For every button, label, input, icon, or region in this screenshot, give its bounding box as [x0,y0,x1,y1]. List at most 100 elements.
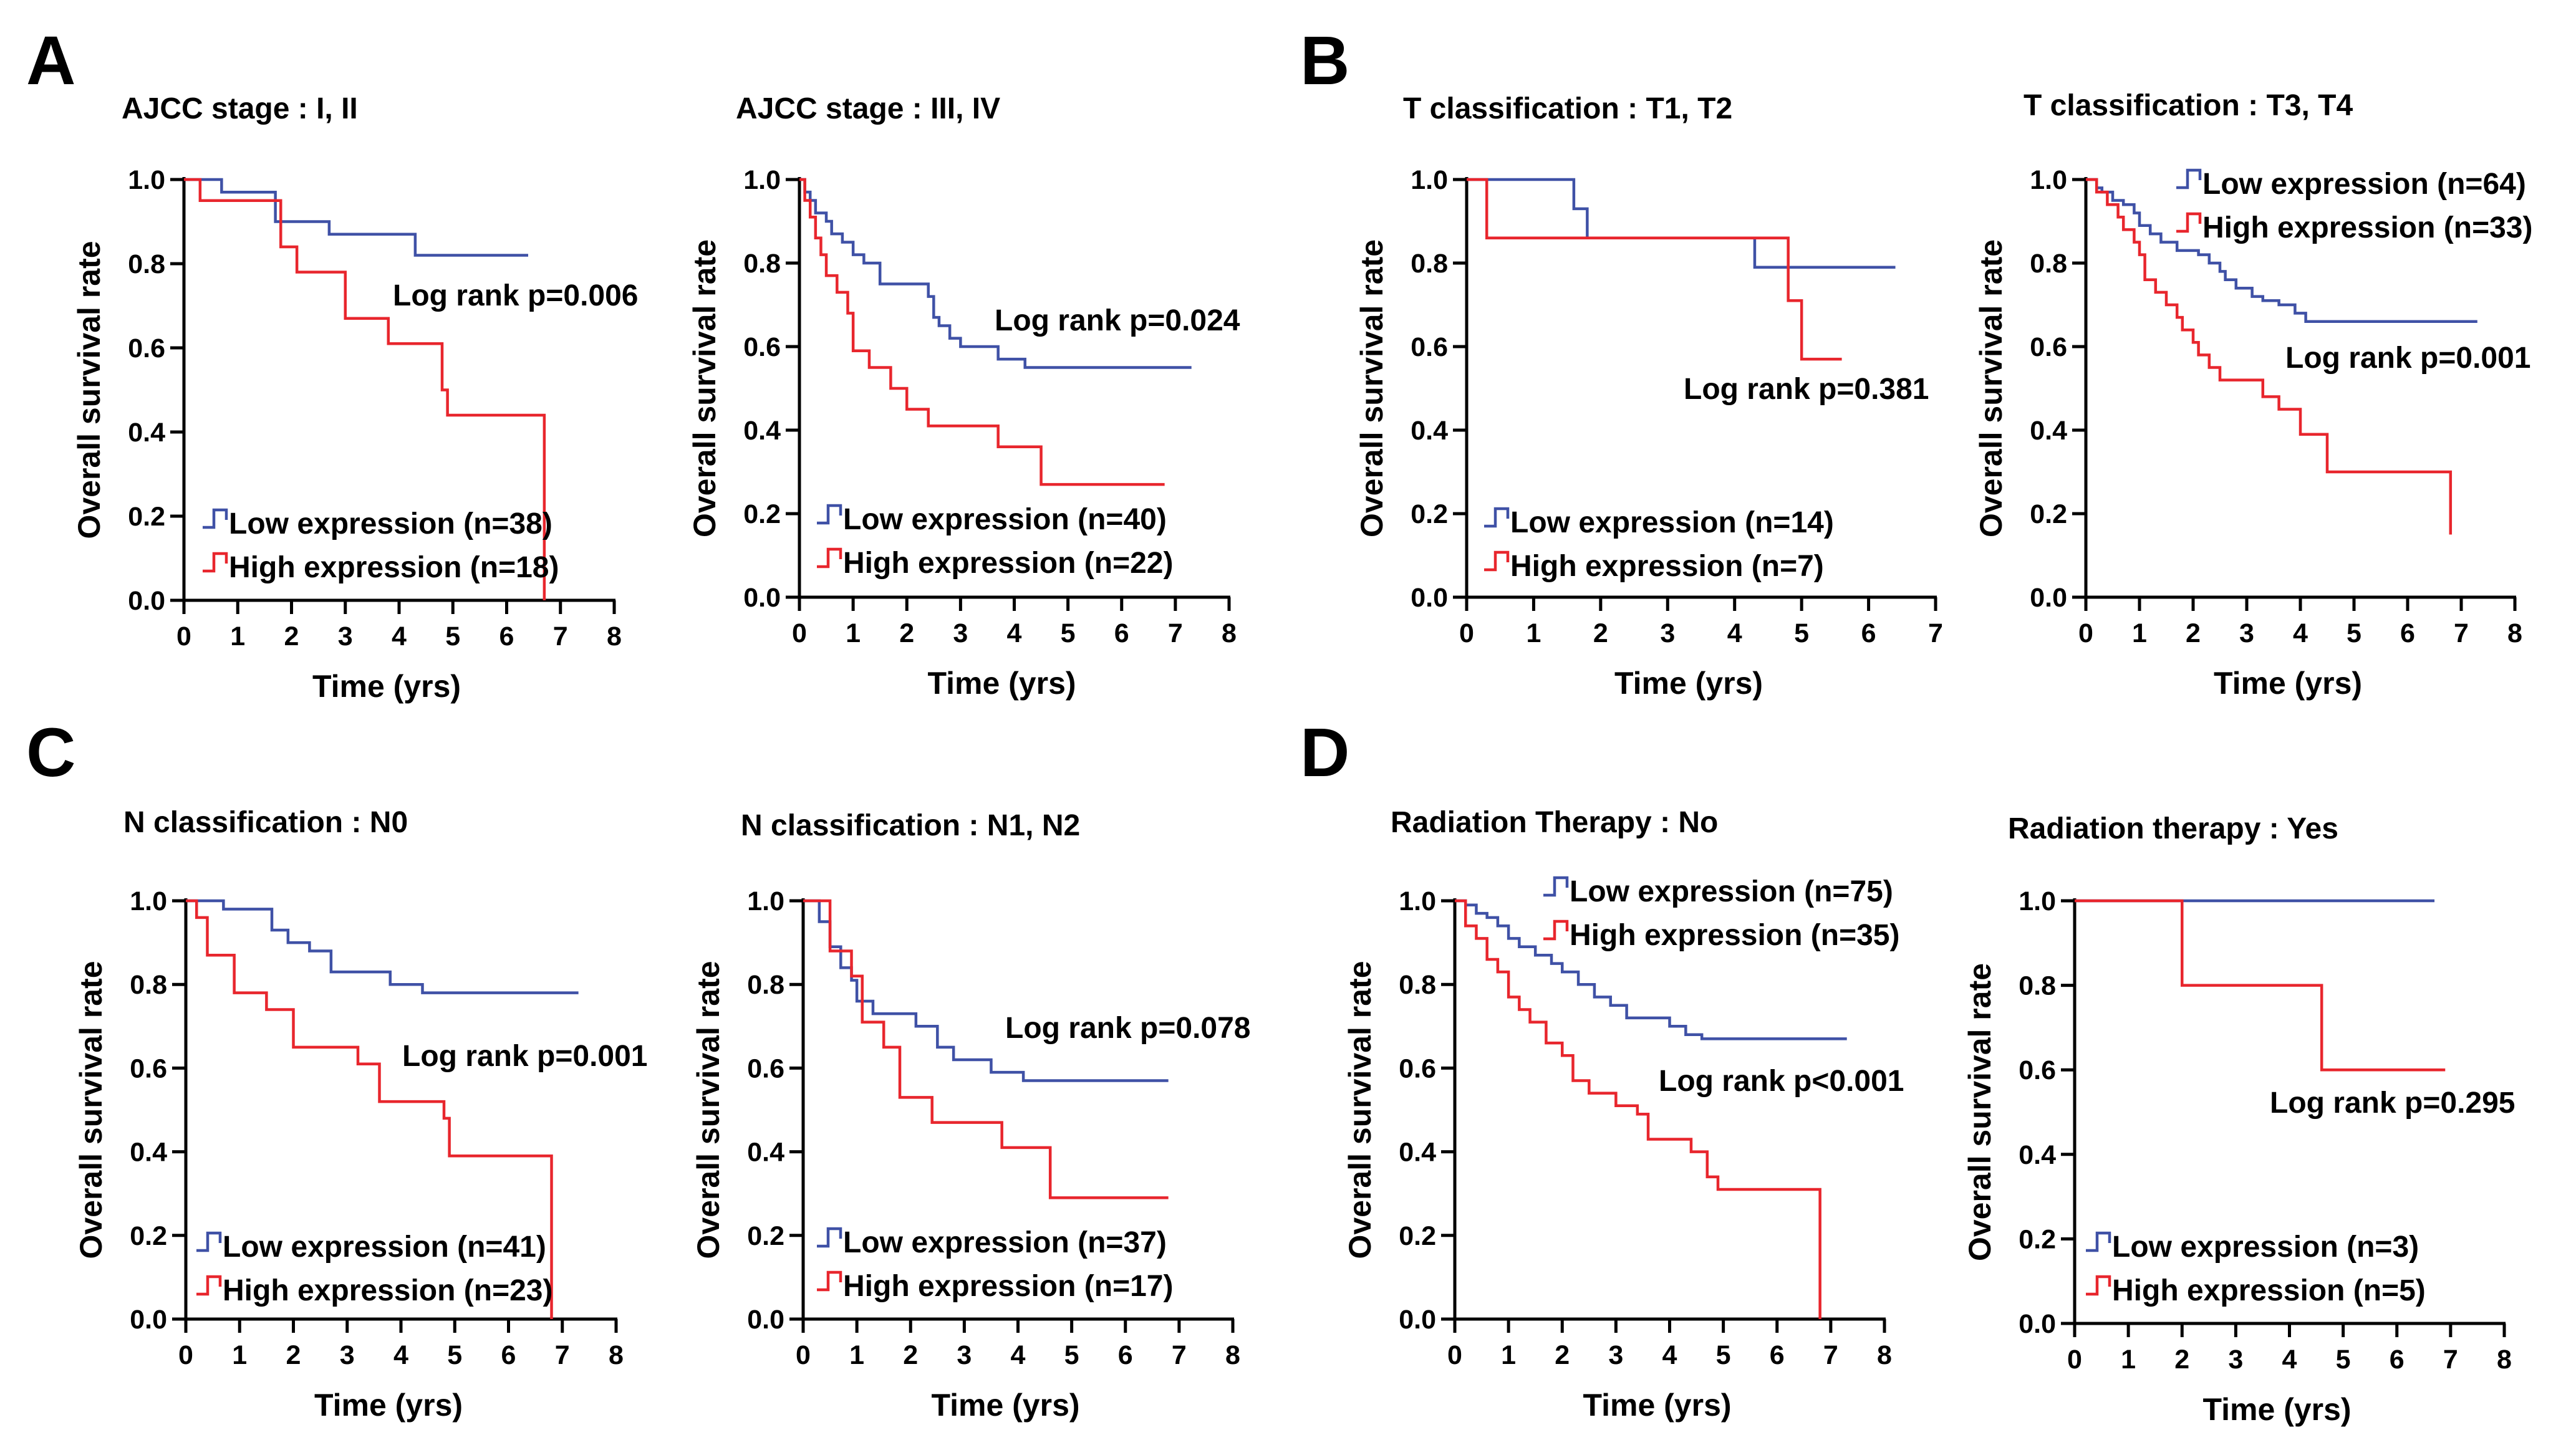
x-tick-label: 3 [2228,1345,2243,1375]
x-tick-label: 8 [607,622,622,651]
x-tick-label: 8 [1225,1340,1240,1370]
x-tick-label: 1 [2121,1345,2136,1375]
y-axis-label: Overall survival rate [687,239,722,537]
y-tick-label: 0.4 [2019,1140,2056,1170]
plot-title: Radiation Therapy : No [1391,806,1718,839]
x-tick-label: 3 [1660,618,1675,648]
x-tick-label: 4 [2293,618,2308,648]
x-tick-label: 6 [1118,1340,1133,1370]
legend-swatch-low [2086,1231,2111,1252]
high-expression-curve [2075,899,2446,1072]
legend-swatch-low [817,504,842,525]
x-tick-label: 2 [286,1340,301,1370]
y-axis-label: Overall survival rate [74,961,109,1259]
low-expression-curve [1455,899,1847,1040]
y-axis-label: Overall survival rate [1354,239,1389,537]
x-tick-label: 7 [2454,618,2469,648]
x-tick-label: 7 [553,622,568,651]
y-tick-label: 1.0 [2019,886,2056,916]
x-tick-label: 1 [1526,618,1541,648]
legend-swatch-high [2086,1275,2111,1296]
x-tick-label: 5 [2347,618,2361,648]
x-tick-label: 1 [2132,618,2147,648]
high-expression-curve [184,178,546,600]
x-tick-label: 8 [2507,618,2522,648]
km-plot-8: Radiation therapy : Yes 0 1 2 3 4 5 6 7 8 0.0 0.2 0.… [1962,812,2516,1427]
x-tick-label: 5 [1716,1340,1731,1370]
plot-title: T classification : T3, T4 [2024,89,2353,122]
y-tick-label: 0.4 [2030,416,2067,446]
legend-label-low: Low expression (n=3) [2112,1231,2419,1264]
km-plot-5: N classification : N0 0 1 2 3 4 5 6 7 8 0.0 0.2 0.4 0… [74,806,648,1423]
x-axis-label: Time (yrs) [312,669,461,704]
x-tick-label: 7 [2443,1345,2458,1375]
km-plot-1: AJCC stage : I, II 0 1 2 3 4 5 6 7 8 0.0 0.2 0.4 0.6 0… [72,92,639,704]
x-tick-label: 2 [1555,1340,1570,1370]
legend-label-high: High expression (n=23) [223,1274,552,1307]
x-axis-label: Time (yrs) [1614,666,1763,701]
legend-swatch-high [203,552,228,573]
legend-label-low: Low expression (n=40) [843,503,1167,536]
y-tick-label: 0.6 [2030,332,2067,362]
x-tick-label: 6 [2400,618,2415,648]
x-tick-label: 1 [846,618,861,648]
y-tick-label: 1.0 [1399,886,1436,916]
high-expression-curve [186,899,553,1319]
x-tick-label: 5 [2336,1345,2351,1375]
legend-swatch-high [1543,919,1569,941]
km-plot-2: AJCC stage : III, IV 0 1 2 3 4 5 6 7 8 0.0 0.2 0.4 0.… [687,92,1240,701]
x-tick-label: 2 [903,1340,918,1370]
legend-swatch-high [2176,212,2202,233]
x-tick-label: 3 [2239,618,2254,648]
legend-swatch-high [1484,550,1510,572]
y-tick-label: 0.6 [130,1054,167,1083]
x-tick-label: 3 [957,1340,972,1370]
legend-swatch-high [817,1270,842,1292]
legend-label-low: Low expression (n=41) [223,1231,546,1264]
panel-label-d: D [1300,714,1349,791]
y-tick-label: 1.0 [1411,165,1448,195]
plot-title: Radiation therapy : Yes [2008,812,2338,845]
y-tick-label: 0.6 [743,332,781,362]
log-rank-annotation: Log rank p=0.001 [402,1040,648,1073]
low-expression-curve [1467,178,1896,269]
y-tick-label: 0.8 [2030,249,2067,279]
plot-title: AJCC stage : I, II [122,92,358,125]
y-tick-label: 0.6 [2019,1055,2056,1085]
legend-label-low: Low expression (n=64) [2202,168,2526,201]
y-tick-label: 0.0 [130,1305,167,1335]
log-rank-annotation: Log rank p=0.381 [1684,373,1929,406]
y-tick-label: 0.4 [743,416,781,446]
x-tick-label: 0 [1459,618,1474,648]
x-tick-label: 6 [499,622,514,651]
panel-label-b: B [1300,22,1349,99]
y-tick-label: 0.6 [1399,1054,1436,1083]
x-tick-label: 7 [1168,618,1183,648]
legend-swatch-low [196,1231,222,1252]
x-axis-label: Time (yrs) [314,1388,463,1423]
legend-swatch-high [817,547,842,569]
log-rank-annotation: Log rank p=0.295 [2270,1087,2516,1120]
x-tick-label: 4 [1007,618,1022,648]
legend-label-high: High expression (n=17) [843,1270,1173,1303]
legend-label-low: Low expression (n=38) [229,507,552,540]
y-tick-label: 1.0 [747,886,784,916]
legend-label-low: Low expression (n=14) [1510,506,1834,539]
x-tick-label: 8 [1222,618,1237,648]
x-tick-label: 4 [1011,1340,1026,1370]
y-tick-label: 0.0 [2030,583,2067,613]
x-tick-label: 0 [1447,1340,1462,1370]
x-tick-label: 6 [1770,1340,1785,1370]
x-tick-label: 1 [232,1340,247,1370]
x-tick-label: 6 [501,1340,516,1370]
legend-label-high: High expression (n=18) [229,551,559,584]
y-tick-label: 1.0 [2030,165,2067,195]
x-tick-label: 6 [1861,618,1876,648]
y-tick-label: 0.0 [128,586,165,616]
x-tick-label: 5 [447,1340,462,1370]
y-tick-label: 0.8 [128,249,165,279]
high-expression-curve [2086,178,2453,535]
x-tick-label: 2 [284,622,299,651]
y-tick-label: 0.0 [1411,583,1448,613]
